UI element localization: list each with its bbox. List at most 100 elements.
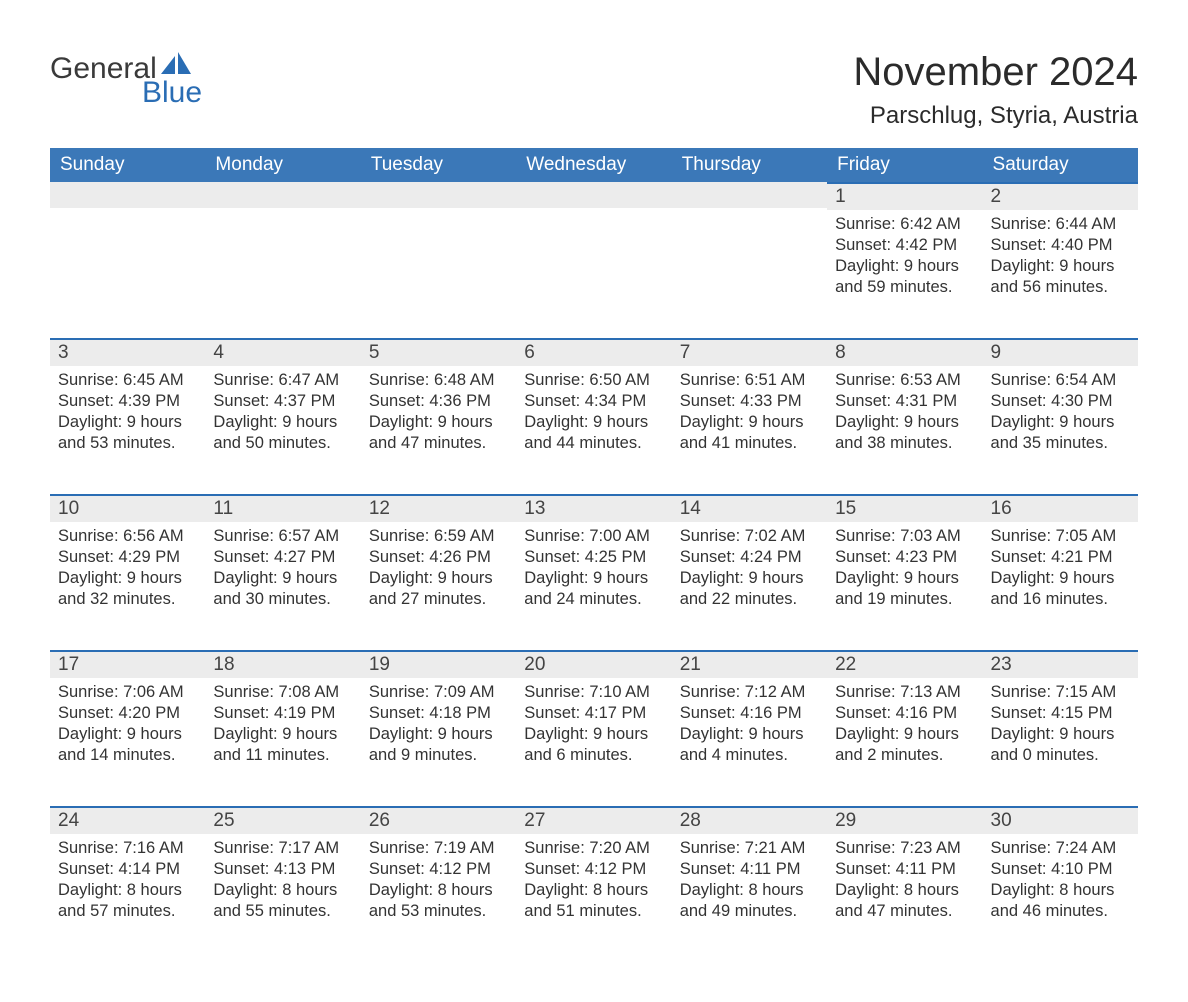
sunrise-line: Sunrise: 7:24 AM xyxy=(991,838,1130,859)
weekday-row: SundayMondayTuesdayWednesdayThursdayFrid… xyxy=(50,148,1138,182)
day-cell xyxy=(361,210,516,224)
brand-word-1: General xyxy=(50,54,157,84)
daylight-line: Daylight: 9 hours and 50 minutes. xyxy=(213,412,352,454)
sunset-line: Sunset: 4:36 PM xyxy=(369,391,508,412)
weekday-header: Saturday xyxy=(983,148,1138,182)
sunset-line: Sunset: 4:13 PM xyxy=(213,859,352,880)
day-cell: Sunrise: 6:51 AMSunset: 4:33 PMDaylight:… xyxy=(672,366,827,464)
sunset-line: Sunset: 4:20 PM xyxy=(58,703,197,724)
daylight-line: Daylight: 9 hours and 22 minutes. xyxy=(680,568,819,610)
day-number: 2 xyxy=(983,182,1138,210)
weekday-header: Sunday xyxy=(50,148,205,182)
sunrise-line: Sunrise: 7:20 AM xyxy=(524,838,663,859)
daylight-line: Daylight: 9 hours and 44 minutes. xyxy=(524,412,663,454)
daylight-line: Daylight: 9 hours and 47 minutes. xyxy=(369,412,508,454)
week-body-row: Sunrise: 7:16 AMSunset: 4:14 PMDaylight:… xyxy=(50,834,1138,962)
week-body-row: Sunrise: 6:42 AMSunset: 4:42 PMDaylight:… xyxy=(50,210,1138,338)
day-number: 20 xyxy=(516,650,671,678)
sunset-line: Sunset: 4:23 PM xyxy=(835,547,974,568)
sunset-line: Sunset: 4:12 PM xyxy=(524,859,663,880)
calendar-table: SundayMondayTuesdayWednesdayThursdayFrid… xyxy=(50,148,1138,962)
daylight-line: Daylight: 9 hours and 19 minutes. xyxy=(835,568,974,610)
sunset-line: Sunset: 4:10 PM xyxy=(991,859,1130,880)
sunrise-line: Sunrise: 6:59 AM xyxy=(369,526,508,547)
day-cell: Sunrise: 7:09 AMSunset: 4:18 PMDaylight:… xyxy=(361,678,516,776)
sunset-line: Sunset: 4:17 PM xyxy=(524,703,663,724)
sunrise-line: Sunrise: 7:17 AM xyxy=(213,838,352,859)
day-cell xyxy=(516,210,671,224)
day-number: 14 xyxy=(672,494,827,522)
daylight-line: Daylight: 9 hours and 30 minutes. xyxy=(213,568,352,610)
day-cell: Sunrise: 6:59 AMSunset: 4:26 PMDaylight:… xyxy=(361,522,516,620)
day-cell: Sunrise: 7:15 AMSunset: 4:15 PMDaylight:… xyxy=(983,678,1138,776)
daylight-line: Daylight: 9 hours and 0 minutes. xyxy=(991,724,1130,766)
sunset-line: Sunset: 4:24 PM xyxy=(680,547,819,568)
week-number-row: 3456789 xyxy=(50,338,1138,366)
sunrise-line: Sunrise: 7:03 AM xyxy=(835,526,974,547)
sunrise-line: Sunrise: 7:10 AM xyxy=(524,682,663,703)
day-cell: Sunrise: 6:50 AMSunset: 4:34 PMDaylight:… xyxy=(516,366,671,464)
day-number: 16 xyxy=(983,494,1138,522)
sunrise-line: Sunrise: 7:08 AM xyxy=(213,682,352,703)
day-cell: Sunrise: 7:05 AMSunset: 4:21 PMDaylight:… xyxy=(983,522,1138,620)
daylight-line: Daylight: 9 hours and 14 minutes. xyxy=(58,724,197,766)
sunrise-line: Sunrise: 7:16 AM xyxy=(58,838,197,859)
weekday-header: Thursday xyxy=(672,148,827,182)
sunrise-line: Sunrise: 7:06 AM xyxy=(58,682,197,703)
sunrise-line: Sunrise: 7:02 AM xyxy=(680,526,819,547)
sunset-line: Sunset: 4:15 PM xyxy=(991,703,1130,724)
sunrise-line: Sunrise: 6:57 AM xyxy=(213,526,352,547)
sunset-line: Sunset: 4:39 PM xyxy=(58,391,197,412)
sunset-line: Sunset: 4:12 PM xyxy=(369,859,508,880)
week-body-row: Sunrise: 6:45 AMSunset: 4:39 PMDaylight:… xyxy=(50,366,1138,494)
daylight-line: Daylight: 9 hours and 9 minutes. xyxy=(369,724,508,766)
week-number-row: 10111213141516 xyxy=(50,494,1138,522)
day-number: 19 xyxy=(361,650,516,678)
day-cell: Sunrise: 7:12 AMSunset: 4:16 PMDaylight:… xyxy=(672,678,827,776)
day-cell xyxy=(672,210,827,224)
sunset-line: Sunset: 4:26 PM xyxy=(369,547,508,568)
sunrise-line: Sunrise: 7:13 AM xyxy=(835,682,974,703)
sunset-line: Sunset: 4:37 PM xyxy=(213,391,352,412)
day-number: 13 xyxy=(516,494,671,522)
sunset-line: Sunset: 4:21 PM xyxy=(991,547,1130,568)
location-text: Parschlug, Styria, Austria xyxy=(853,102,1138,130)
sunrise-line: Sunrise: 6:47 AM xyxy=(213,370,352,391)
sunrise-line: Sunrise: 6:50 AM xyxy=(524,370,663,391)
sail-left xyxy=(161,56,175,74)
sunset-line: Sunset: 4:42 PM xyxy=(835,235,974,256)
day-cell: Sunrise: 6:53 AMSunset: 4:31 PMDaylight:… xyxy=(827,366,982,464)
day-number: 28 xyxy=(672,806,827,834)
day-number: 22 xyxy=(827,650,982,678)
brand-word-2: Blue xyxy=(142,78,202,108)
week-body-row: Sunrise: 6:56 AMSunset: 4:29 PMDaylight:… xyxy=(50,522,1138,650)
day-number: 1 xyxy=(827,182,982,210)
sunset-line: Sunset: 4:25 PM xyxy=(524,547,663,568)
day-cell: Sunrise: 7:02 AMSunset: 4:24 PMDaylight:… xyxy=(672,522,827,620)
daylight-line: Daylight: 9 hours and 24 minutes. xyxy=(524,568,663,610)
sunrise-line: Sunrise: 7:05 AM xyxy=(991,526,1130,547)
daylight-line: Daylight: 8 hours and 51 minutes. xyxy=(524,880,663,922)
calendar-head: SundayMondayTuesdayWednesdayThursdayFrid… xyxy=(50,148,1138,182)
sunrise-line: Sunrise: 6:54 AM xyxy=(991,370,1130,391)
sunrise-line: Sunrise: 7:15 AM xyxy=(991,682,1130,703)
month-title: November 2024 xyxy=(853,50,1138,94)
daylight-line: Daylight: 9 hours and 41 minutes. xyxy=(680,412,819,454)
week-number-row: 24252627282930 xyxy=(50,806,1138,834)
daylight-line: Daylight: 9 hours and 4 minutes. xyxy=(680,724,819,766)
day-cell: Sunrise: 6:57 AMSunset: 4:27 PMDaylight:… xyxy=(205,522,360,620)
daylight-line: Daylight: 9 hours and 27 minutes. xyxy=(369,568,508,610)
day-cell: Sunrise: 7:13 AMSunset: 4:16 PMDaylight:… xyxy=(827,678,982,776)
sunrise-line: Sunrise: 7:12 AM xyxy=(680,682,819,703)
sunrise-line: Sunrise: 6:42 AM xyxy=(835,214,974,235)
weekday-header: Monday xyxy=(205,148,360,182)
sunset-line: Sunset: 4:18 PM xyxy=(369,703,508,724)
day-number: 30 xyxy=(983,806,1138,834)
daylight-line: Daylight: 8 hours and 49 minutes. xyxy=(680,880,819,922)
sunset-line: Sunset: 4:11 PM xyxy=(835,859,974,880)
sunset-line: Sunset: 4:29 PM xyxy=(58,547,197,568)
sunrise-line: Sunrise: 7:21 AM xyxy=(680,838,819,859)
daylight-line: Daylight: 9 hours and 35 minutes. xyxy=(991,412,1130,454)
weekday-header: Tuesday xyxy=(361,148,516,182)
day-number: 23 xyxy=(983,650,1138,678)
